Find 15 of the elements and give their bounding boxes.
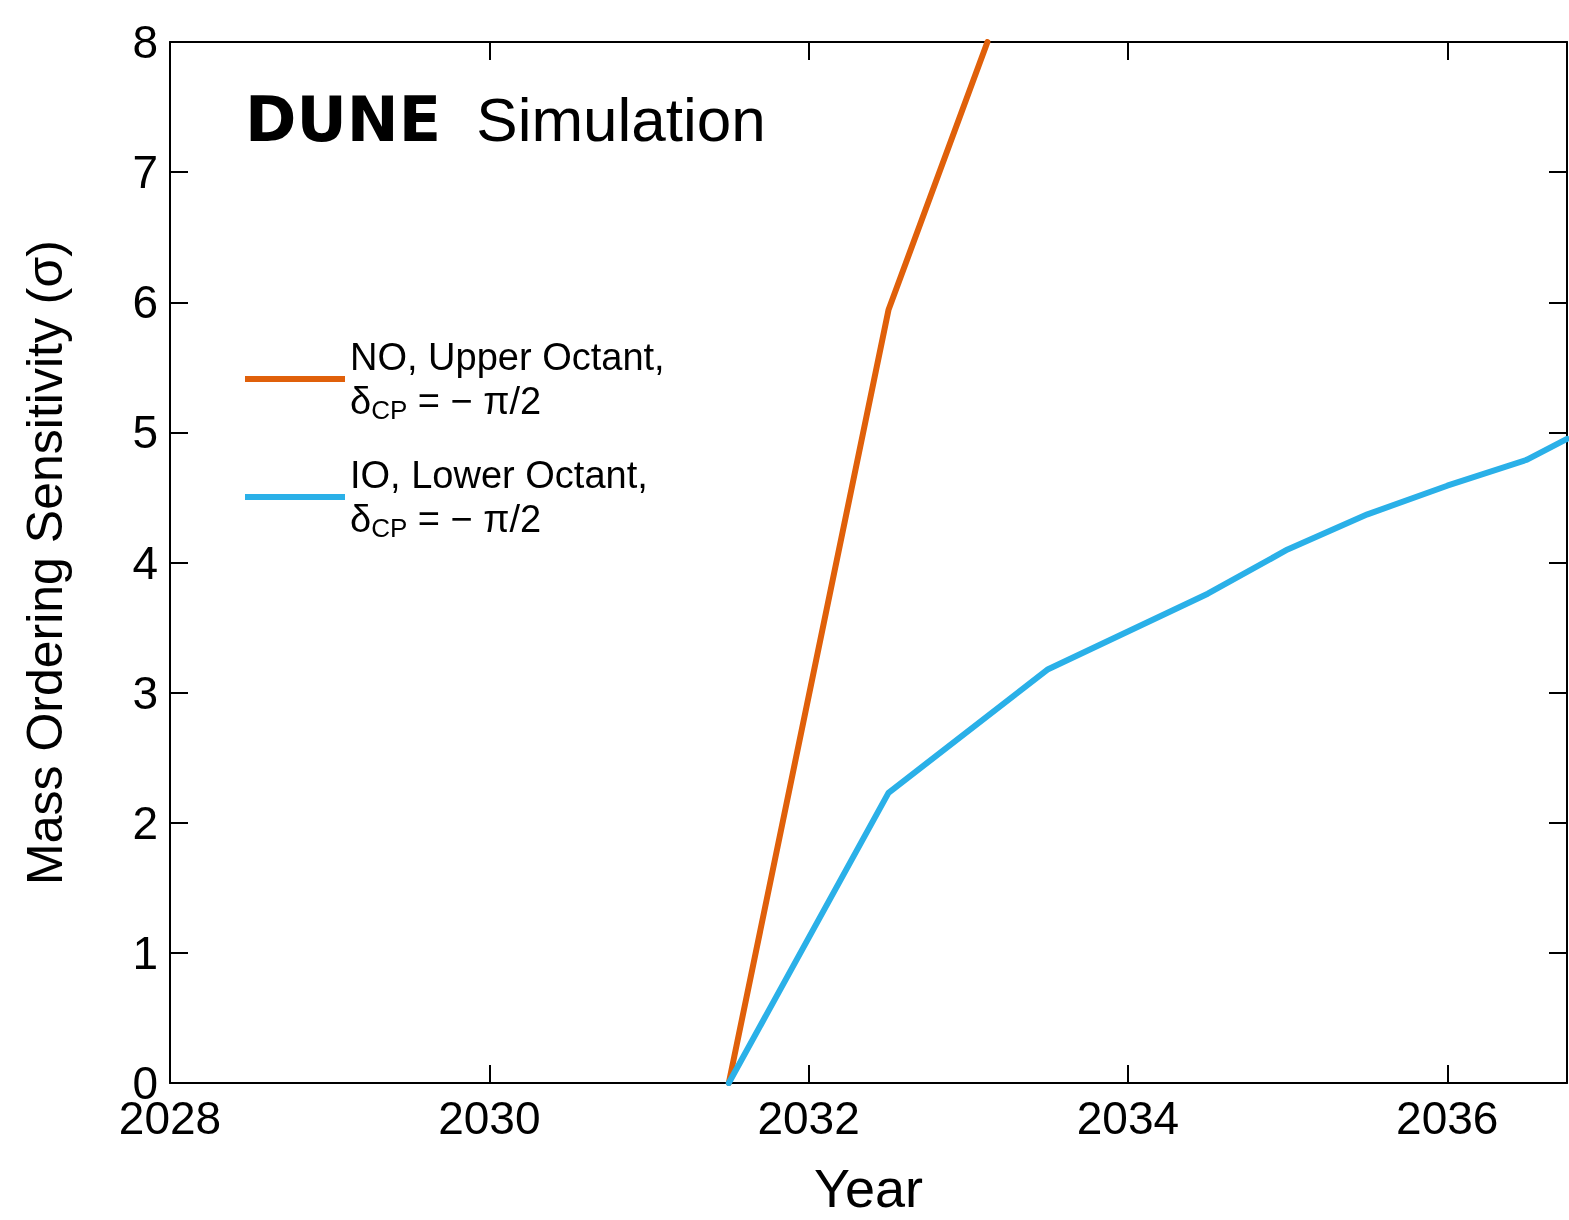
y-tick-label: 2	[132, 796, 158, 849]
y-axis-title: Mass Ordering Sensitivity (σ)	[17, 240, 73, 885]
x-tick-label: 2036	[1396, 1092, 1499, 1144]
x-tick-label: 2032	[757, 1092, 860, 1144]
y-tick-label: 4	[132, 536, 158, 589]
y-tick-label: 8	[132, 16, 158, 68]
y-tick-label: 5	[132, 406, 158, 459]
y-tick-label: 7	[132, 146, 158, 199]
y-tick-label: 1	[132, 926, 158, 979]
y-tick-label: 6	[132, 276, 158, 329]
x-axis-title: Year	[813, 1158, 924, 1218]
x-tick-label: 2030	[438, 1092, 541, 1144]
annotation: DUNE Simulation	[245, 82, 766, 156]
y-tick-label: 3	[132, 666, 158, 719]
x-tick-label: 2034	[1076, 1092, 1180, 1144]
